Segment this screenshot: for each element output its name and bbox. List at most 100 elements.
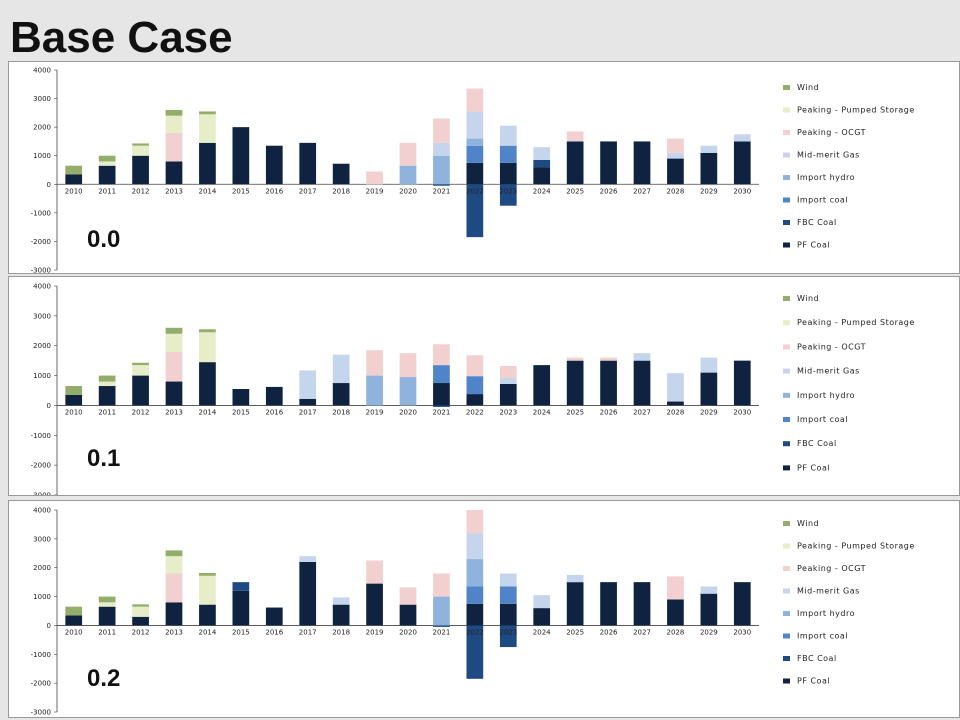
bar-segment-pf-coal [633, 141, 651, 185]
bar-segment-pf-coal [566, 582, 584, 626]
x-tick-label: 2013 [165, 628, 183, 636]
bar-segment-pf-coal [299, 561, 317, 626]
y-tick-label: 4000 [33, 67, 51, 75]
bar-segment-fbc-coal [433, 625, 450, 627]
y-tick-label: -3000 [31, 492, 51, 496]
x-tick-label: 2018 [332, 187, 350, 195]
bar-segment-pf-coal [466, 162, 484, 185]
x-tick-label: 2013 [165, 187, 183, 195]
x-tick-label: 2016 [265, 408, 283, 416]
bar-segment-pf-coal [566, 360, 584, 406]
bar-segment-peaking-ocgt [466, 510, 484, 534]
x-tick-label: 2030 [733, 408, 751, 416]
bar-segment-import-hydro [399, 165, 417, 185]
bar-segment-fbc-coal [466, 625, 484, 679]
legend-label: FBC Coal [797, 218, 837, 227]
bar-segment-peaking-pumped-storage [165, 556, 183, 574]
x-tick-label: 2023 [499, 628, 517, 636]
bar-segment-pf-coal [98, 386, 116, 406]
bar-segment-pf-coal [733, 141, 751, 185]
bar-segment-mid-merit-gas [299, 370, 317, 399]
bar-segment-import-hydro [466, 138, 484, 146]
bar-segment-import-coal [466, 145, 484, 163]
bar-segment-mid-merit-gas [700, 357, 718, 373]
bar-segment-wind [98, 596, 116, 603]
x-tick-label: 2023 [499, 408, 517, 416]
bar-segment-pf-coal [65, 615, 83, 626]
x-tick-label: 2011 [98, 408, 116, 416]
bar-segment-pf-coal [433, 383, 450, 406]
scenario-label-0: 0.0 [79, 226, 129, 254]
bar-segment-mid-merit-gas [433, 142, 450, 156]
legend-label: Peaking - OCGT [797, 564, 866, 573]
y-tick-label: -1000 [31, 651, 51, 659]
bar-segment-peaking-pumped-storage [165, 333, 183, 352]
bar-segment-import-hydro [466, 559, 484, 587]
legend-swatch [783, 368, 790, 374]
bar-segment-import-coal [466, 586, 484, 604]
x-tick-label: 2014 [199, 628, 217, 636]
legend-label: PF Coal [797, 463, 830, 472]
legend-swatch [783, 296, 790, 301]
bar-segment-wind [165, 550, 183, 557]
x-tick-label: 2028 [667, 187, 685, 195]
x-tick-label: 2011 [98, 187, 116, 195]
x-tick-label: 2020 [399, 408, 417, 416]
bar-segment-import-coal [466, 376, 484, 395]
y-tick-label: 2000 [33, 564, 51, 572]
bar-segment-wind [199, 111, 216, 115]
legend-label: Mid-merit Gas [797, 587, 860, 596]
legend-swatch [783, 85, 790, 90]
y-tick-label: 2000 [33, 342, 51, 350]
bar-segment-fbc-coal [232, 582, 250, 591]
bar-segment-fbc-coal [466, 184, 484, 238]
bar-segment-fbc-coal [499, 184, 517, 206]
bar-segment-pf-coal [332, 383, 350, 406]
bar-segment-peaking-ocgt [366, 560, 383, 584]
bar-segment-pf-coal [667, 158, 684, 185]
x-tick-label: 2010 [65, 408, 83, 416]
x-tick-label: 2022 [466, 628, 484, 636]
chart-panel-2: -3000 -2000 -1000 0 1000 2000 3000 4000 2010 2011… [8, 500, 960, 718]
bar-segment-wind [65, 606, 83, 616]
bar-segment-peaking-ocgt [466, 355, 484, 377]
legend-swatch [783, 678, 790, 684]
bar-segment-mid-merit-gas [533, 595, 551, 609]
legend-label: Peaking - Pumped Storage [797, 318, 915, 327]
bar-segment-mid-merit-gas [700, 145, 718, 153]
x-tick-label: 2023 [499, 187, 517, 195]
bar-segment-pf-coal [132, 155, 149, 185]
bar-segment-fbc-coal [433, 184, 450, 186]
y-tick-label: 3000 [33, 95, 51, 103]
legend-swatch [783, 521, 790, 526]
y-tick-label: -3000 [31, 709, 51, 717]
x-tick-label: 2010 [65, 628, 83, 636]
page-title: Base Case [10, 13, 233, 62]
bar-segment-peaking-pumped-storage [132, 606, 149, 617]
bar-segment-pf-coal [98, 606, 116, 626]
x-tick-label: 2029 [700, 187, 718, 195]
legend-label: Mid-merit Gas [797, 151, 860, 160]
bar-segment-import-hydro [433, 155, 450, 185]
bar-segment-pf-coal [533, 167, 551, 185]
bar-segment-peaking-ocgt [433, 118, 450, 143]
bar-segment-pf-coal [366, 583, 383, 626]
y-tick-label: -1000 [31, 209, 51, 217]
bar-segment-wind [98, 155, 116, 162]
chart-panel-1: -3000 -2000 -1000 0 1000 2000 3000 4000 2010 2011… [8, 276, 960, 496]
y-tick-label: 0 [47, 402, 51, 410]
bar-segment-peaking-pumped-storage [98, 381, 116, 387]
y-tick-label: -1000 [31, 432, 51, 440]
legend-label: PF Coal [797, 677, 830, 686]
legend-label: Import hydro [797, 173, 855, 182]
bar-segment-pf-coal [399, 604, 417, 626]
bar-segment-pf-coal [165, 602, 183, 626]
bar-segment-pf-coal [667, 599, 684, 626]
legend-swatch [783, 392, 790, 398]
bar-segment-peaking-ocgt [366, 350, 383, 376]
x-tick-label: 2019 [366, 408, 384, 416]
bar-segment-pf-coal [700, 593, 718, 626]
x-tick-label: 2022 [466, 187, 484, 195]
bar-segment-peaking-pumped-storage [199, 575, 216, 605]
bar-segment-pf-coal [566, 141, 584, 185]
